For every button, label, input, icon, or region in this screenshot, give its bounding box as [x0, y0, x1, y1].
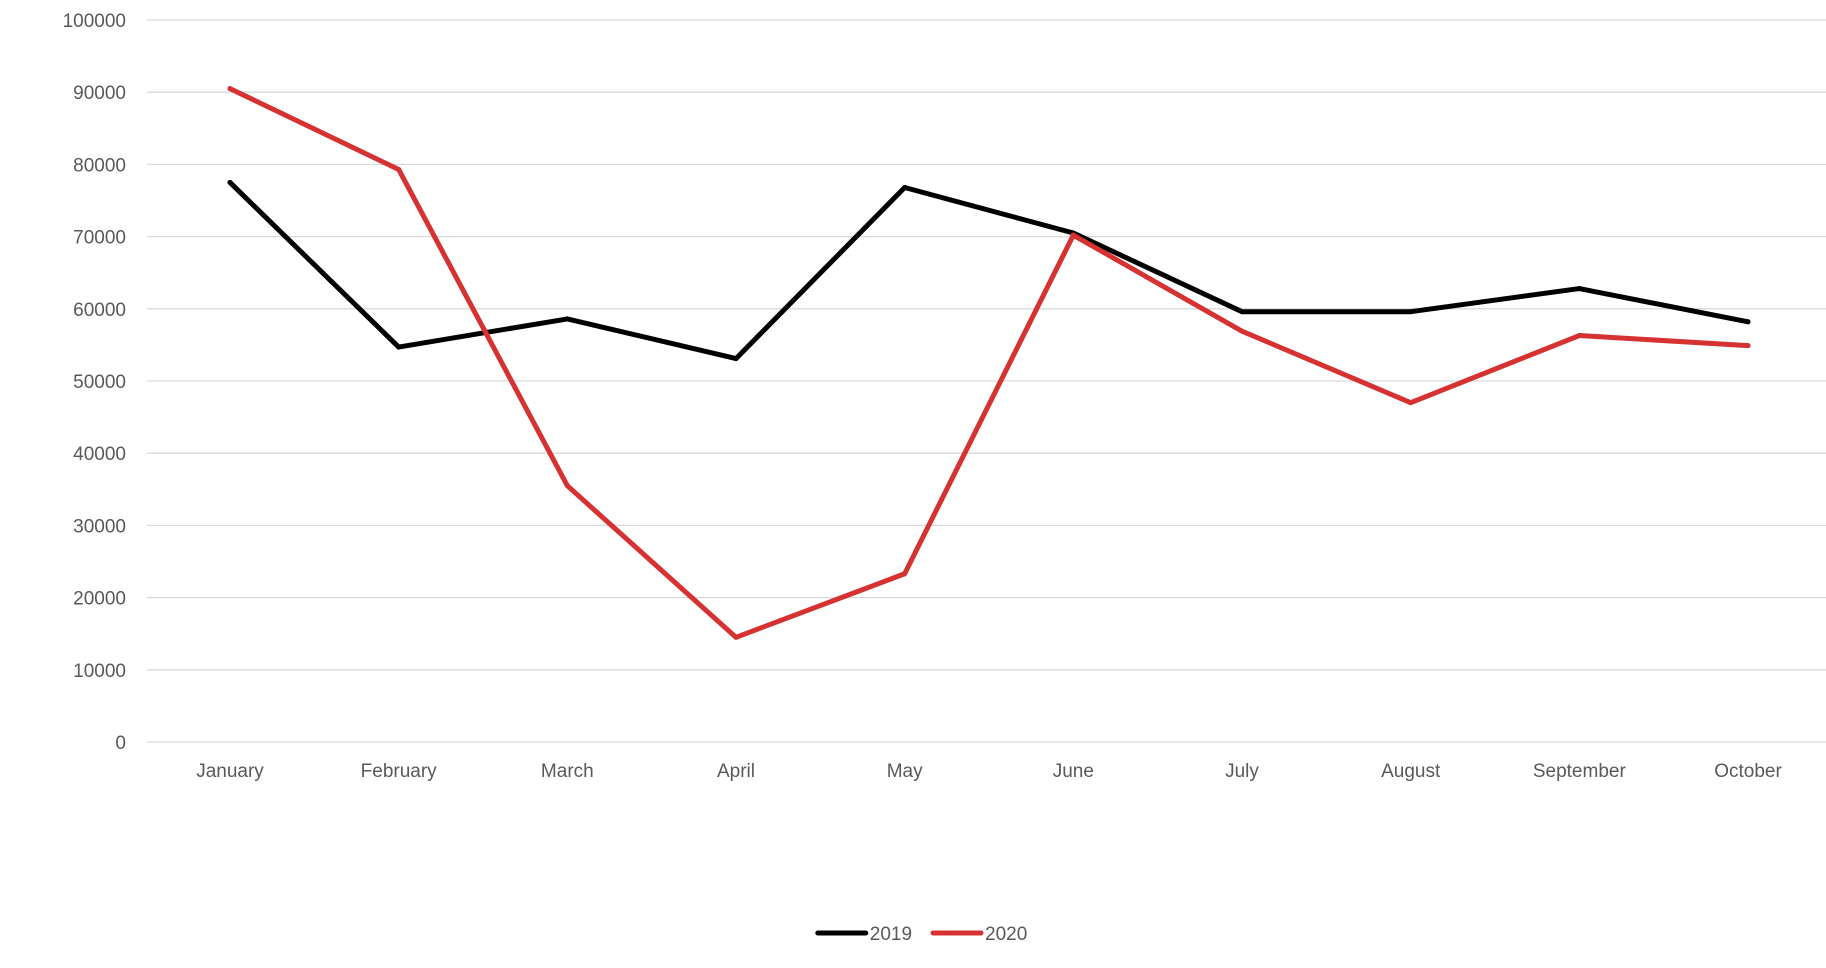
data-point-2019 — [396, 344, 402, 350]
data-point-2019 — [1408, 309, 1414, 315]
x-tick-label: July — [1225, 761, 1259, 782]
x-tick-label: September — [1533, 761, 1627, 782]
y-tick-label: 50000 — [73, 372, 126, 393]
data-point-2019 — [1576, 286, 1582, 292]
y-tick-label: 20000 — [73, 589, 126, 610]
gridlines — [147, 19, 1826, 743]
data-point-2020 — [1745, 343, 1751, 349]
legend-label: 2020 — [985, 924, 1027, 945]
x-tick-label: March — [541, 761, 594, 782]
series-lines — [227, 86, 1751, 640]
data-point-2020 — [227, 86, 233, 92]
y-tick-label: 60000 — [73, 300, 126, 321]
y-tick-label: 0 — [115, 733, 126, 754]
series-line-2020 — [227, 86, 1751, 640]
x-tick-label: January — [196, 761, 264, 782]
legend-label: 2019 — [870, 924, 912, 945]
legend: 2019 2020 — [815, 924, 1027, 945]
data-point-2020 — [1239, 328, 1245, 334]
y-tick-label: 90000 — [73, 83, 126, 104]
data-point-2020 — [902, 571, 908, 577]
y-tick-label: 100000 — [63, 11, 126, 32]
data-point-2020 — [1070, 232, 1076, 238]
data-point-2019 — [902, 185, 908, 191]
x-tick-label: October — [1714, 761, 1782, 782]
data-point-2019 — [227, 179, 233, 185]
y-tick-label: 70000 — [73, 228, 126, 249]
x-tick-label: June — [1053, 761, 1094, 782]
data-point-2019 — [733, 356, 739, 362]
series-line-2019 — [227, 179, 1751, 362]
x-tick-label: February — [361, 761, 438, 782]
x-tick-label: April — [717, 761, 755, 782]
data-point-2019 — [1745, 319, 1751, 325]
y-tick-label: 10000 — [73, 661, 126, 682]
data-point-2020 — [1576, 333, 1582, 339]
data-point-2020 — [733, 634, 739, 640]
y-tick-label: 30000 — [73, 516, 126, 537]
x-tick-label: August — [1381, 761, 1441, 782]
legend-item-2019: 2019 — [815, 924, 912, 945]
y-tick-label: 40000 — [73, 444, 126, 465]
legend-item-2020: 2020 — [930, 924, 1027, 945]
data-point-2020 — [396, 166, 402, 172]
x-tick-label: May — [887, 761, 923, 782]
y-axis-tick-labels: 0 10000 20000 30000 40000 50000 60000 70000 8000… — [63, 11, 126, 754]
data-point-2020 — [564, 483, 570, 489]
data-point-2019 — [1239, 309, 1245, 315]
data-point-2020 — [1408, 400, 1414, 406]
data-point-2019 — [564, 316, 570, 322]
y-tick-label: 80000 — [73, 155, 126, 176]
x-axis-tick-labels: January February March April May June July Augu… — [196, 761, 1782, 782]
